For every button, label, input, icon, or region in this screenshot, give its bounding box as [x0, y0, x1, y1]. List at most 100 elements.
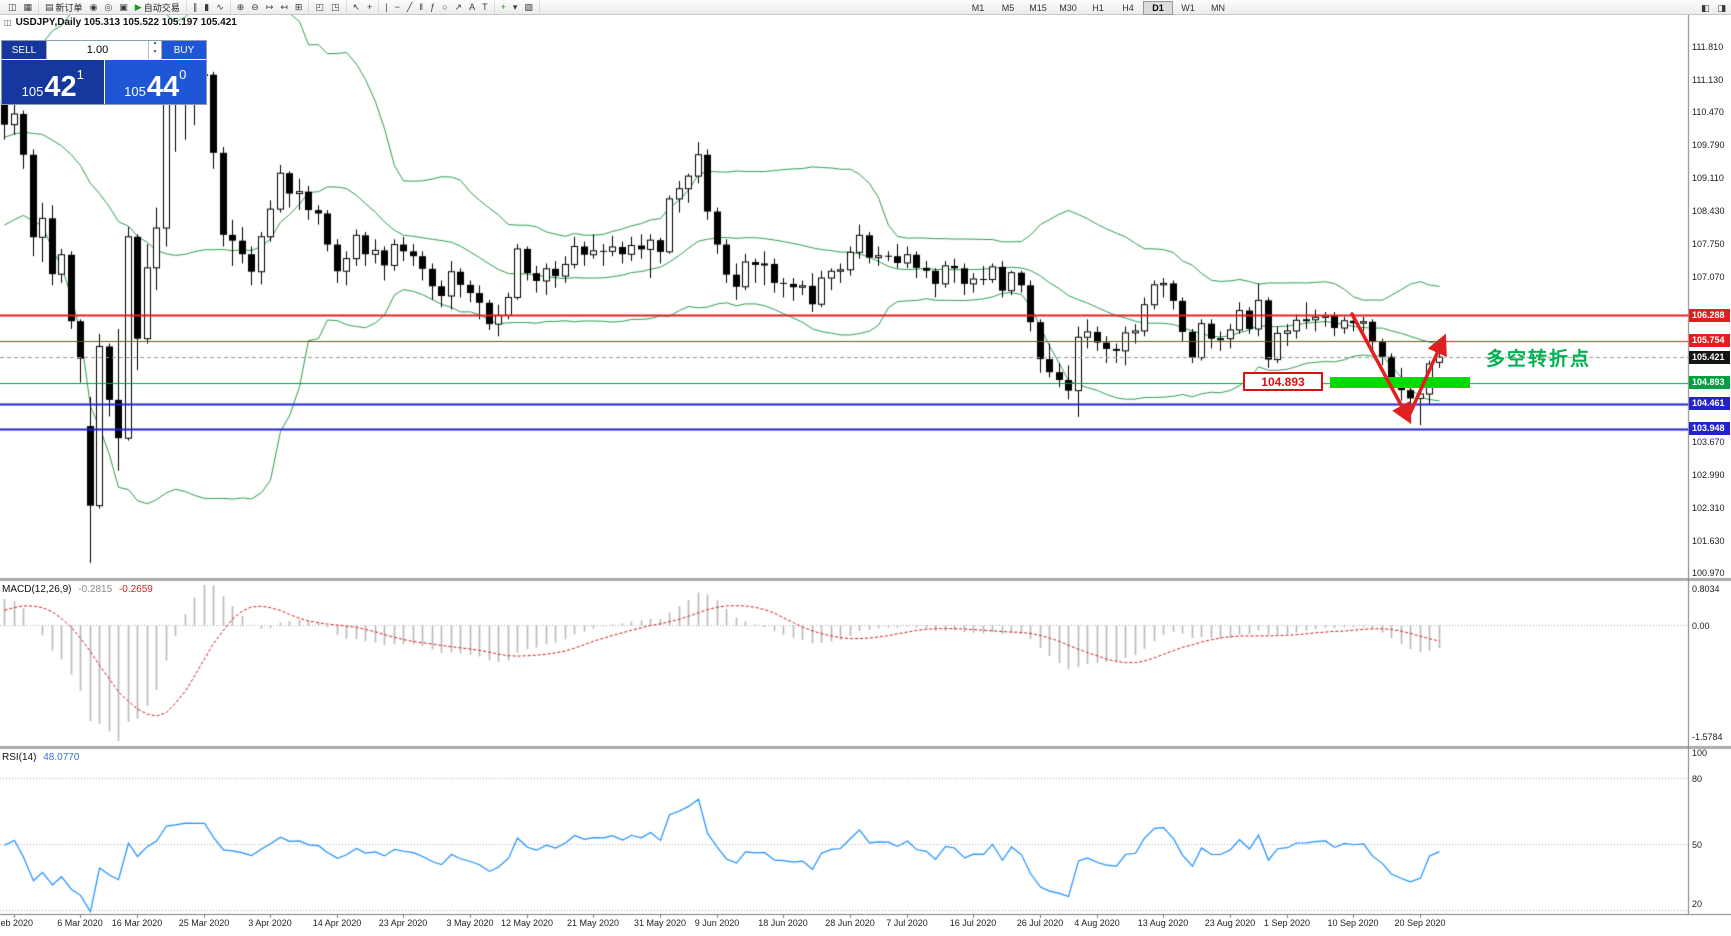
zoom-out-button[interactable]: ⊖: [248, 0, 262, 14]
bar-chart-button[interactable]: ∥: [190, 0, 201, 14]
crosshair-button[interactable]: +: [364, 0, 375, 14]
grid-button[interactable]: ⊞: [292, 0, 306, 14]
support-price-label[interactable]: 104.893: [1243, 372, 1323, 391]
price-level-chip: 106.288: [1689, 308, 1730, 322]
new-chart-button[interactable]: ◫: [5, 0, 20, 14]
trendline-icon: ╱: [406, 1, 413, 12]
tile-windows-button[interactable]: ◰: [312, 0, 327, 14]
expert-advisors-button[interactable]: ◉: [87, 0, 101, 14]
templates-button[interactable]: ▨: [521, 0, 536, 14]
line-chart-button[interactable]: ∿: [213, 0, 227, 14]
price-axis-label: 100.970: [1692, 568, 1725, 579]
support-zone-highlight[interactable]: [1330, 377, 1470, 389]
price-level-chip: 103.948: [1689, 422, 1730, 436]
time-axis-label: 14 Apr 2020: [312, 918, 362, 928]
zoom-in-icon: ⊕: [236, 1, 245, 12]
price-axis-label: 107.750: [1692, 239, 1725, 250]
price-axis-label: 101.630: [1692, 536, 1725, 547]
shapes-button[interactable]: ○: [439, 0, 450, 14]
timeframe-MN[interactable]: MN: [1211, 3, 1225, 13]
candlestick-chart-button[interactable]: ▮: [201, 0, 212, 14]
sell-button[interactable]: SELL: [2, 41, 46, 59]
rsi-name: RSI(14): [2, 752, 37, 763]
dock-right-button[interactable]: ◨: [1714, 1, 1729, 15]
chart-symbol-title: ◫ USDJPY,Daily 105.313 105.522 105.197 1…: [4, 17, 237, 28]
dock-left-button[interactable]: ◧: [1698, 1, 1713, 15]
time-axis-label: 26 Jul 2020: [1016, 918, 1064, 928]
timeframe-H4[interactable]: H4: [1122, 3, 1134, 13]
fibonacci-icon: ƒ: [430, 1, 436, 12]
lot-increase-button[interactable]: ▲: [152, 40, 158, 46]
indicators-icon: +: [500, 1, 506, 12]
tile-windows-icon: ◰: [315, 1, 324, 12]
timeframe-M15[interactable]: M15: [1029, 3, 1047, 13]
reversal-note-text[interactable]: 多空转折点: [1486, 349, 1592, 370]
autotrading-button[interactable]: ▶ 自动交易: [132, 0, 183, 14]
trading-group: ▤ 新订单 ◉ ◎ ▣ ▶ 自动交易: [39, 0, 187, 14]
cascade-windows-icon: ◳: [330, 1, 340, 12]
indicators-button[interactable]: +: [498, 0, 509, 14]
text-icon: A: [469, 1, 476, 12]
horizontal-line-button[interactable]: −: [392, 0, 403, 14]
timeframe-M5[interactable]: M5: [1001, 3, 1015, 13]
cursor-tools-group: ↖ +: [347, 0, 380, 14]
profiles-button[interactable]: ▦: [21, 0, 36, 14]
lot-size-input[interactable]: [47, 41, 148, 59]
zoom-out-icon: ⊖: [251, 1, 259, 12]
periods-button[interactable]: ▾: [510, 0, 521, 14]
current-price-chip: 105.421: [1689, 350, 1730, 364]
rsi-axis-label: 100: [1692, 748, 1708, 758]
time-axis-label: Feb 2020: [0, 918, 34, 928]
arrows-icon: ↗: [454, 1, 463, 12]
dock-left-icon: ◧: [1700, 2, 1710, 13]
new-order-button[interactable]: ▤ 新订单: [42, 0, 86, 14]
time-axis-label: 12 May 2020: [500, 918, 554, 928]
text-button[interactable]: A: [466, 0, 478, 14]
auto-scroll-button[interactable]: ↦: [263, 0, 277, 14]
auto-scroll-icon: ↦: [265, 1, 274, 12]
buy-button[interactable]: BUY: [162, 41, 206, 59]
zoom-in-button[interactable]: ⊕: [234, 0, 248, 14]
price-level-chip: 104.461: [1689, 397, 1730, 411]
timeframe-W1[interactable]: W1: [1181, 3, 1195, 13]
timeframe-D1[interactable]: D1: [1143, 1, 1173, 15]
price-axis-label: 111.130: [1692, 75, 1724, 85]
fibonacci-button[interactable]: ƒ: [427, 0, 438, 14]
news-button[interactable]: ▣: [116, 0, 131, 14]
new-order-label: 新订单: [55, 2, 83, 13]
macd-axis-label: 0.00: [1692, 620, 1710, 631]
expert-advisors-icon: ◉: [89, 1, 98, 12]
alerts-button[interactable]: ◎: [101, 0, 115, 14]
line-chart-icon: ∿: [216, 1, 224, 12]
alerts-icon: ◎: [104, 1, 113, 12]
rsi-axis-label: 50: [1692, 840, 1703, 851]
timeframe-H1[interactable]: H1: [1092, 3, 1104, 13]
price-axis-label: 111.810: [1692, 42, 1724, 52]
cursor-icon: ↖: [352, 1, 361, 12]
cascade-windows-button[interactable]: ◳: [328, 0, 343, 14]
time-axis-label: 28 Jun 2020: [825, 918, 875, 928]
channel-button[interactable]: ‖: [416, 0, 426, 14]
arrows-button[interactable]: ↗: [452, 0, 466, 14]
horizontal-line-icon: −: [394, 1, 400, 12]
vertical-line-button[interactable]: |: [382, 0, 390, 14]
lot-decrease-button[interactable]: ▼: [152, 49, 158, 55]
timeframe-M1[interactable]: M1: [971, 3, 985, 13]
one-click-trading-panel: SELL ▲ ▼ BUY 105 42 1 105 44 0: [1, 40, 207, 105]
windows-group: ◫ ▦: [2, 0, 40, 14]
chart-shift-button[interactable]: ↤: [277, 0, 291, 14]
shapes-icon: ○: [442, 1, 448, 12]
trendline-button[interactable]: ╱: [404, 0, 415, 14]
grid-icon: ⊞: [294, 1, 303, 12]
time-axis-label: 3 Apr 2020: [248, 918, 292, 928]
text-label-button[interactable]: T: [479, 0, 491, 14]
price-level-chip: 105.754: [1689, 334, 1730, 348]
cursor-button[interactable]: ↖: [350, 0, 364, 14]
sell-price-display[interactable]: 105 42 1: [2, 60, 104, 104]
price-axis-label: 109.110: [1692, 173, 1724, 184]
timeframe-M30[interactable]: M30: [1059, 3, 1077, 13]
rsi-indicator-label: RSI(14) 48.0770: [2, 752, 79, 763]
buy-price-display[interactable]: 105 44 0: [104, 60, 206, 104]
